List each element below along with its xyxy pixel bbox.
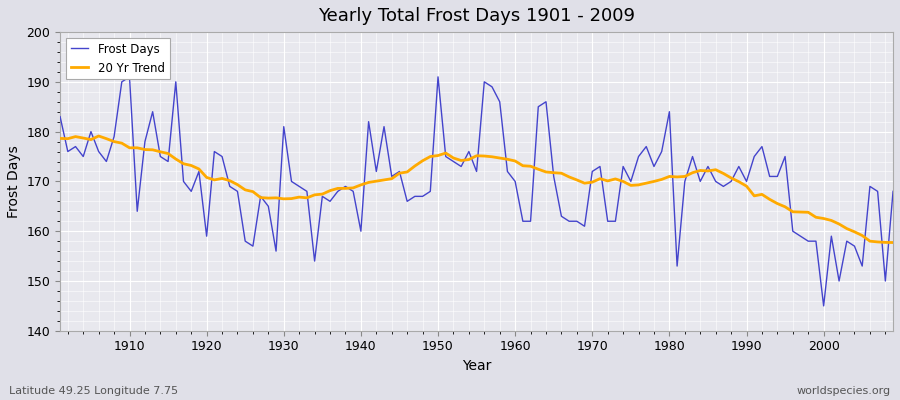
20 Yr Trend — [293, 195, 304, 200]
Frost Days — [55, 114, 66, 119]
Text: Latitude 49.25 Longitude 7.75: Latitude 49.25 Longitude 7.75 — [9, 386, 178, 396]
Frost Days — [124, 74, 135, 79]
20 Yr Trend — [55, 136, 66, 141]
Y-axis label: Frost Days: Frost Days — [7, 145, 21, 218]
20 Yr Trend — [340, 186, 351, 191]
20 Yr Trend — [610, 176, 621, 181]
Legend: Frost Days, 20 Yr Trend: Frost Days, 20 Yr Trend — [66, 38, 169, 79]
Frost Days — [116, 80, 127, 84]
Frost Days — [818, 304, 829, 308]
20 Yr Trend — [509, 159, 520, 164]
Frost Days — [518, 219, 528, 224]
Title: Yearly Total Frost Days 1901 - 2009: Yearly Total Frost Days 1901 - 2009 — [318, 7, 635, 25]
Line: 20 Yr Trend: 20 Yr Trend — [60, 136, 893, 242]
20 Yr Trend — [124, 146, 135, 150]
Text: worldspecies.org: worldspecies.org — [796, 386, 891, 396]
Frost Days — [610, 219, 621, 224]
X-axis label: Year: Year — [462, 359, 491, 373]
Frost Days — [340, 184, 351, 189]
20 Yr Trend — [518, 163, 528, 168]
20 Yr Trend — [94, 134, 104, 138]
Line: Frost Days: Frost Days — [60, 77, 893, 306]
Frost Days — [887, 189, 898, 194]
Frost Days — [509, 179, 520, 184]
Frost Days — [293, 184, 304, 189]
20 Yr Trend — [887, 240, 898, 245]
